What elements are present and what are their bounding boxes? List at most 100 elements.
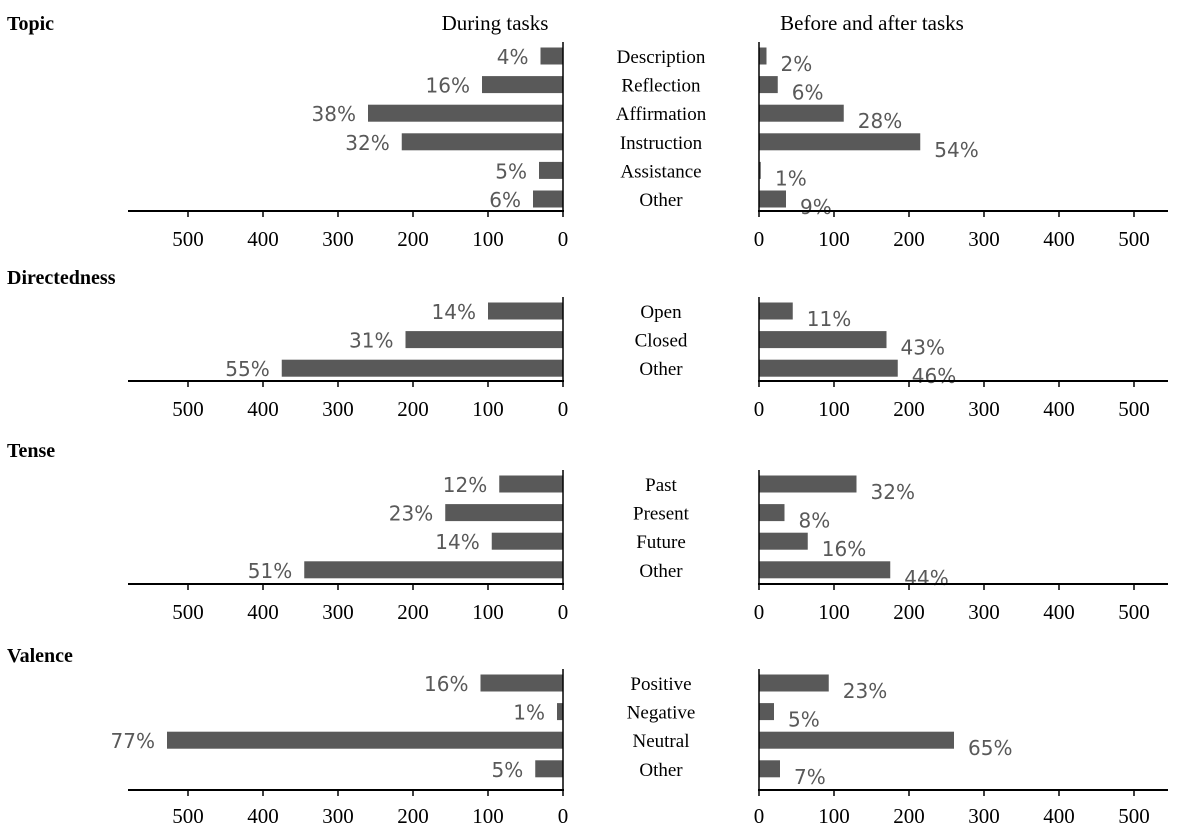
tick-label-before-after-valence-0: 0 [754,804,765,825]
label-during-topic-instruction: 32% [345,131,389,155]
label-during-directedness-closed: 31% [349,329,393,353]
tick-label-during-tense-100: 100 [472,600,504,624]
bar-before-after-topic-description [759,47,767,65]
bar-during-directedness-open [488,302,563,320]
label-during-tense-past: 12% [443,473,487,497]
category-label-future: Future [636,532,686,553]
category-label-other: Other [639,359,683,380]
label-before-after-tense-future: 16% [822,537,866,561]
category-label-instruction: Instruction [620,133,703,154]
tick-label-before-after-tense-300: 300 [968,600,1000,624]
tick-label-before-after-directedness-500: 500 [1118,397,1150,421]
tick-label-during-topic-200: 200 [397,227,429,251]
tick-label-during-directedness-0: 0 [558,397,569,421]
bar-before-after-topic-reflection [759,76,778,94]
bar-before-after-valence-other [759,760,780,778]
tick-label-during-topic-300: 300 [322,227,354,251]
bar-before-after-tense-other [759,561,891,579]
bar-during-tense-future [491,532,563,550]
label-during-valence-neutral: 77% [111,729,155,753]
bar-before-after-valence-negative [759,703,774,721]
bar-during-topic-affirmation [368,104,563,122]
bar-during-tense-past [499,475,563,493]
category-label-open: Open [640,302,682,323]
tick-label-before-after-directedness-400: 400 [1043,397,1075,421]
category-label-other: Other [639,561,683,582]
tick-label-before-after-tense-0: 0 [754,600,765,624]
tick-label-before-after-directedness-0: 0 [754,397,765,421]
bar-during-valence-other [535,760,563,778]
label-during-topic-assistance: 5% [495,159,527,183]
bar-before-after-directedness-open [759,302,793,320]
bar-during-topic-assistance [539,161,563,179]
column-title-before-after: Before and after tasks [780,11,964,35]
tick-label-before-after-directedness-100: 100 [818,397,850,421]
label-before-after-valence-positive: 23% [843,679,887,703]
category-label-other: Other [639,760,683,781]
panel-title-valence: Valence [7,645,73,667]
label-before-after-topic-other: 9% [800,195,832,219]
tick-label-during-directedness-100: 100 [472,397,504,421]
panel-title-topic: Topic [7,13,54,35]
bar-before-after-tense-past [759,475,857,493]
tick-label-before-after-tense-400: 400 [1043,600,1075,624]
bar-during-tense-other [304,561,563,579]
label-during-tense-future: 14% [435,530,479,554]
tick-label-during-topic-100: 100 [472,227,504,251]
bar-before-after-valence-positive [759,674,829,692]
bar-during-directedness-other [281,359,563,377]
category-label-assistance: Assistance [620,161,701,182]
panel-title-tense: Tense [7,440,55,462]
panel-directedness: Directedness Open 14% 11% Closed 31% 43% Other 5… [7,267,1168,421]
category-label-past: Past [645,475,677,496]
category-label-negative: Negative [627,703,696,724]
tick-label-before-after-directedness-300: 300 [968,397,1000,421]
bar-before-after-topic-other [759,190,786,208]
bar-during-topic-reflection [482,76,563,94]
label-before-after-tense-present: 8% [799,509,831,533]
tick-label-before-after-topic-100: 100 [818,227,850,251]
tick-label-during-tense-300: 300 [322,600,354,624]
tick-label-before-after-valence-400: 400 [1043,804,1075,825]
label-before-after-directedness-other: 46% [912,364,956,388]
category-label-positive: Positive [630,674,691,695]
tick-label-during-topic-0: 0 [558,227,569,251]
label-during-tense-other: 51% [248,559,292,583]
category-label-description: Description [617,47,706,68]
bar-during-tense-present [445,504,563,522]
label-during-valence-positive: 16% [424,672,468,696]
tick-label-before-after-valence-200: 200 [893,804,925,825]
tick-label-before-after-topic-200: 200 [893,227,925,251]
bar-before-after-topic-instruction [759,133,921,151]
label-during-valence-negative: 1% [513,701,545,725]
bar-before-after-tense-present [759,504,785,522]
bar-during-topic-description [540,47,563,65]
label-before-after-directedness-closed: 43% [901,336,945,360]
category-label-reflection: Reflection [621,76,701,97]
bar-before-after-directedness-closed [759,331,887,349]
label-during-tense-present: 23% [389,502,433,526]
tick-label-during-tense-400: 400 [247,600,279,624]
label-before-after-topic-reflection: 6% [792,81,824,105]
label-during-valence-other: 5% [492,758,524,782]
bar-before-after-topic-affirmation [759,104,844,122]
category-label-neutral: Neutral [633,731,690,752]
tick-label-before-after-topic-0: 0 [754,227,765,251]
panel-title-directedness: Directedness [7,267,116,289]
label-before-after-topic-affirmation: 28% [858,109,902,133]
tick-label-during-directedness-300: 300 [322,397,354,421]
category-label-closed: Closed [635,331,688,352]
tick-label-before-after-valence-100: 100 [818,804,850,825]
tick-label-during-valence-0: 0 [558,804,569,825]
tick-label-during-valence-300: 300 [322,804,354,825]
tick-label-during-valence-500: 500 [172,804,204,825]
label-during-topic-other: 6% [489,188,521,212]
panel-tense: Tense Past 12% 32% Present 23% 8% Future 14% 16% O… [7,440,1168,624]
category-label-affirmation: Affirmation [616,104,707,125]
label-before-after-directedness-open: 11% [807,307,851,331]
bar-during-valence-positive [480,674,563,692]
tick-label-during-directedness-500: 500 [172,397,204,421]
tick-label-before-after-topic-300: 300 [968,227,1000,251]
label-before-after-tense-past: 32% [871,480,915,504]
tick-label-before-after-tense-200: 200 [893,600,925,624]
